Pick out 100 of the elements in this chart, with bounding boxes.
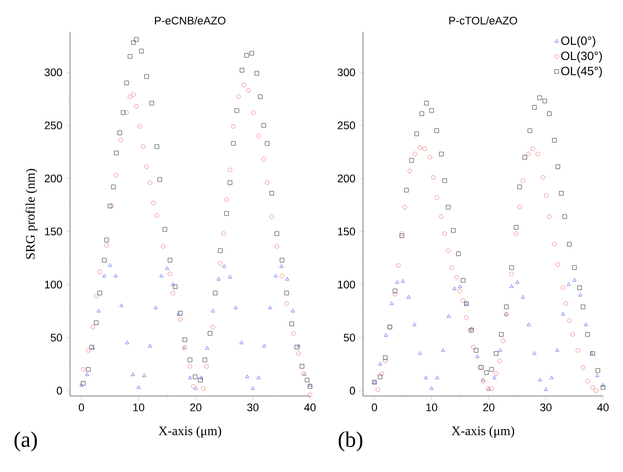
point [435, 376, 440, 380]
point [182, 337, 188, 342]
point [222, 264, 226, 268]
point [540, 175, 546, 180]
point [136, 385, 141, 389]
point [284, 301, 289, 306]
point [280, 258, 284, 262]
point [104, 243, 109, 248]
point [517, 204, 522, 210]
y-tick-label: 250 [338, 122, 356, 130]
point [406, 295, 411, 299]
point [520, 178, 526, 183]
point [522, 154, 527, 160]
point [224, 197, 229, 202]
point [555, 348, 560, 352]
point [80, 367, 86, 372]
point [144, 164, 149, 170]
y-tick-label: 50 [344, 334, 356, 342]
point [212, 290, 218, 296]
point [376, 387, 380, 392]
point [108, 263, 112, 267]
point [552, 242, 557, 246]
point [585, 378, 590, 384]
x-axis-title: X-axis (μm) [452, 426, 514, 438]
text: (b) [338, 432, 362, 452]
point [231, 124, 236, 129]
point [422, 146, 427, 151]
point [128, 54, 132, 59]
point [556, 164, 560, 170]
point [114, 274, 118, 278]
point [458, 284, 462, 288]
point [412, 322, 416, 326]
point [256, 134, 261, 138]
point [269, 214, 274, 219]
point [420, 111, 424, 116]
point [456, 252, 461, 256]
point [244, 53, 249, 58]
point [378, 362, 382, 366]
point [210, 308, 215, 312]
point [572, 265, 577, 270]
x-tick-label: 30 [247, 404, 259, 412]
point [396, 263, 401, 268]
y-tick-label: 300 [44, 68, 62, 76]
point [228, 274, 232, 278]
point [202, 358, 208, 362]
chart-title: P-eCNB/eAZO [154, 16, 226, 24]
point [509, 265, 514, 270]
point [584, 322, 588, 326]
point [378, 374, 382, 380]
point [149, 100, 154, 106]
legend-label: OL(30°) [561, 51, 602, 62]
point [442, 231, 447, 236]
point [446, 314, 451, 318]
point [291, 331, 296, 336]
point [408, 168, 412, 174]
point [256, 376, 261, 380]
point [464, 315, 469, 320]
point [536, 152, 540, 156]
y-axis-title: SRG profile (nm) [25, 168, 38, 259]
point [218, 261, 223, 266]
point [117, 130, 122, 136]
point [532, 351, 536, 355]
point [585, 332, 590, 337]
point [504, 304, 509, 310]
point [261, 123, 266, 128]
point [264, 180, 270, 185]
point [402, 204, 407, 210]
point [521, 295, 525, 299]
point [492, 376, 496, 380]
y-tick-label: 200 [338, 174, 356, 182]
point [547, 111, 552, 116]
point [500, 338, 506, 344]
point [560, 285, 566, 290]
point [566, 282, 571, 286]
point [544, 387, 548, 391]
point [234, 108, 240, 113]
point [434, 195, 439, 200]
point [304, 378, 310, 382]
point [578, 292, 582, 296]
point [392, 288, 398, 294]
point [401, 279, 405, 283]
point [151, 200, 156, 206]
point [218, 248, 223, 253]
point [231, 141, 236, 146]
point [254, 71, 260, 76]
point [165, 266, 170, 270]
point [528, 128, 532, 133]
point [439, 152, 444, 156]
point [532, 105, 537, 110]
point [499, 332, 504, 337]
x-tick-label: 30 [540, 404, 552, 412]
point [285, 277, 290, 280]
point [239, 340, 244, 344]
point [250, 386, 255, 390]
point [210, 324, 216, 330]
y-tick-label: 300 [338, 68, 356, 76]
x-tick-label: 0 [372, 404, 378, 412]
point [96, 308, 101, 312]
point [124, 80, 129, 86]
chart-title: P-cTOL/eAZO [449, 16, 518, 24]
